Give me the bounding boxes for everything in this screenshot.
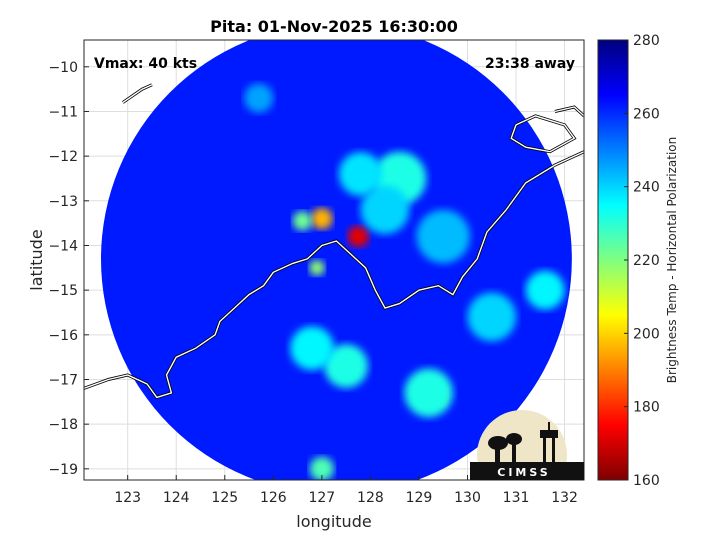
- brightness-feature: [292, 211, 313, 231]
- brightness-feature: [467, 292, 517, 342]
- x-tick-label: 131: [503, 490, 530, 506]
- x-tick-label: 128: [357, 490, 384, 506]
- colorbar-tick-label: 180: [633, 400, 660, 416]
- brightness-feature: [416, 209, 470, 264]
- swath: [101, 40, 572, 480]
- y-tick-label: −12: [48, 149, 78, 165]
- brightness-feature: [311, 208, 333, 230]
- y-tick-label: −10: [48, 60, 78, 76]
- brightness-feature: [309, 260, 325, 276]
- x-tick-label: 125: [211, 490, 238, 506]
- x-tick-label: 123: [114, 490, 141, 506]
- y-tick-label: −18: [48, 417, 78, 433]
- brightness-feature: [309, 456, 334, 480]
- colorbar-tick-label: 220: [633, 253, 660, 269]
- brightness-feature: [244, 83, 274, 113]
- colorbar-tick-label: 260: [633, 106, 660, 122]
- colorbar-tick-label: 240: [633, 180, 660, 196]
- colorbar-tick-label: 200: [633, 326, 660, 342]
- coastline-path: [510, 115, 576, 153]
- logo-text: CIMSS: [497, 466, 550, 479]
- brightness-feature: [338, 152, 383, 196]
- colorbar-tick-label: 280: [633, 33, 660, 49]
- chart-title: Pita: 01-Nov-2025 16:30:00: [210, 17, 458, 36]
- vmax-label: Vmax: 40 kts: [94, 56, 197, 72]
- colorbar: [597, 39, 629, 481]
- colorbar-ticks: 160 180 200 220 240 260 280: [624, 33, 660, 489]
- x-tick-label: 129: [406, 490, 433, 506]
- x-tick-label: 130: [454, 490, 481, 506]
- y-tick-label: −16: [48, 328, 78, 344]
- brightness-feature: [404, 368, 453, 418]
- x-axis-label: longitude: [296, 512, 371, 531]
- brightness-feature: [525, 270, 565, 310]
- coastline-path: [84, 151, 584, 399]
- coastline: [84, 83, 584, 400]
- colorbar-tick-label: 160: [633, 473, 660, 489]
- x-tick-label: 132: [551, 490, 578, 506]
- y-tick-label: −17: [48, 372, 78, 388]
- plot-frame: [83, 39, 585, 481]
- brightness-feature: [360, 185, 410, 235]
- colorbar-label: Brightness Temp - Horizontal Polarizatio…: [665, 137, 679, 384]
- brightness-feature: [324, 344, 368, 388]
- y-axis-label: latitude: [27, 229, 46, 290]
- y-tick-label: −13: [48, 194, 78, 210]
- coastline-path: [122, 84, 153, 104]
- brightness-feature: [290, 326, 334, 371]
- y-tick-label: −11: [48, 104, 78, 120]
- x-tick-label: 124: [163, 490, 190, 506]
- y-tick-label: −15: [48, 283, 78, 299]
- time-away-label: 23:38 away: [485, 56, 575, 72]
- coastline-path: [554, 106, 584, 117]
- y-tick-label: −14: [48, 238, 78, 254]
- cimss-logo: CIMSS: [470, 410, 584, 480]
- y-tick-label: −19: [48, 462, 78, 478]
- logo-building-icon: [470, 422, 584, 480]
- x-tick-label: 127: [308, 490, 335, 506]
- swath-features: [244, 83, 565, 480]
- swath-disc: [101, 40, 572, 480]
- x-tick-label: 126: [260, 490, 287, 506]
- axis-ticks: 123 124 125 126 127 128 129 130 131 132 −10 −11 −12 −…: [48, 60, 577, 506]
- brightness-feature: [347, 225, 369, 248]
